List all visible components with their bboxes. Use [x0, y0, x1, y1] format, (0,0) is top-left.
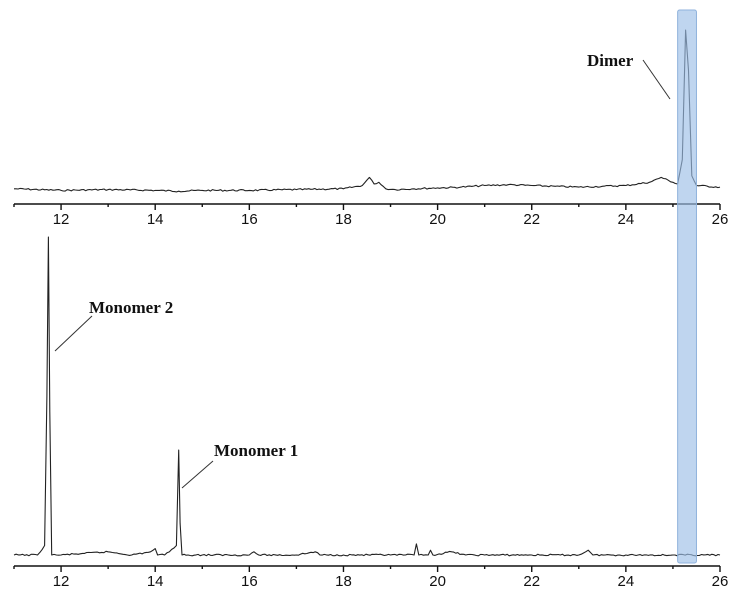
x-tick-label: 26: [712, 573, 729, 590]
x-tick-label: 16: [241, 211, 258, 228]
x-tick-label: 22: [523, 211, 540, 228]
x-tick-label: 12: [53, 211, 70, 228]
top-chromatogram-panel: 12 14 16 18 20 22 24 26: [13, 29, 729, 228]
bottom-chromatogram-panel: 12 14 16 18 20 22 24 26: [13, 236, 729, 590]
bottom-x-axis-ticks: 12 14 16 18 20 22 24 26: [13, 566, 729, 590]
monomer-2-label: Monomer 2: [89, 298, 173, 317]
x-tick-label: 20: [429, 573, 446, 590]
x-tick-label: 22: [523, 573, 540, 590]
x-tick-label: 14: [147, 211, 164, 228]
x-tick-label: 24: [618, 211, 635, 228]
monomer-1-label: Monomer 1: [214, 441, 298, 460]
dimer-trace-line: [14, 29, 721, 193]
x-tick-label: 14: [147, 573, 164, 590]
monomer-1-leader-line: [181, 460, 214, 489]
dimer-label: Dimer: [587, 51, 634, 70]
x-tick-label: 12: [53, 573, 70, 590]
x-tick-label: 16: [241, 573, 258, 590]
x-tick-label: 26: [712, 211, 729, 228]
monomer-trace-line: [13, 236, 721, 557]
x-tick-label: 24: [618, 573, 635, 590]
top-x-axis-ticks: 12 14 16 18 20 22 24 26: [13, 204, 729, 228]
dimer-leader-line: [642, 59, 671, 100]
x-tick-label: 18: [335, 211, 352, 228]
x-tick-label: 20: [429, 211, 446, 228]
monomer-2-leader-line: [54, 315, 93, 352]
dimer-highlight-band: [677, 9, 697, 564]
x-tick-label: 18: [335, 573, 352, 590]
